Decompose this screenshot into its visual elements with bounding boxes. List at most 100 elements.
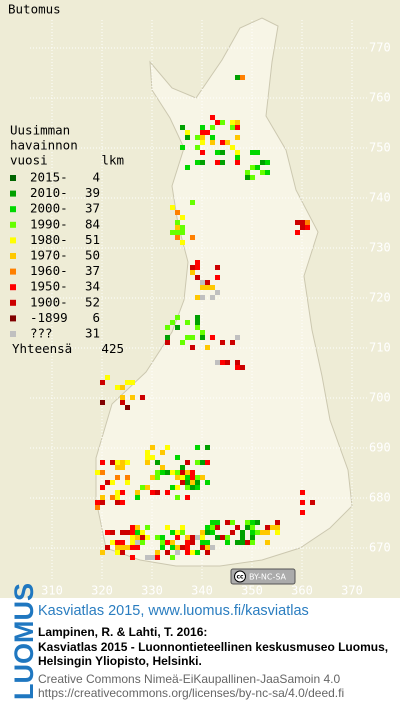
occurrence-square [130, 530, 135, 535]
occurrence-square [100, 470, 105, 475]
legend-swatch [10, 206, 16, 213]
occurrence-square [265, 540, 270, 545]
legend: Uusimman havainnon vuosi lkm 2015- 4 2010-… [10, 123, 124, 356]
occurrence-square [180, 340, 185, 345]
footer-background [0, 598, 400, 702]
occurrence-square [130, 395, 135, 400]
occurrence-square [195, 475, 200, 480]
svg-text:cc: cc [236, 574, 244, 581]
occurrence-square [200, 130, 205, 135]
logo: LUOMUS [9, 583, 39, 700]
occurrence-square [165, 525, 170, 530]
occurrence-square [140, 485, 145, 490]
occurrence-square [120, 530, 125, 535]
occurrence-square [260, 530, 265, 535]
occurrence-square [255, 165, 260, 170]
legend-total-label: Yhteensä [12, 341, 72, 356]
occurrence-square [245, 525, 250, 530]
occurrence-square [195, 485, 200, 490]
occurrence-square [135, 535, 140, 540]
occurrence-square [105, 530, 110, 535]
y-axis-label: 760 [369, 91, 391, 105]
occurrence-square [170, 470, 175, 475]
occurrence-square [245, 540, 250, 545]
occurrence-square [200, 545, 205, 550]
occurrence-square [255, 150, 260, 155]
occurrence-square [235, 540, 240, 545]
legend-count: 39 [85, 185, 100, 200]
occurrence-square [210, 520, 215, 525]
occurrence-square [180, 470, 185, 475]
occurrence-square [235, 335, 240, 340]
occurrence-square [185, 320, 190, 325]
occurrence-square [215, 360, 220, 365]
occurrence-square [155, 490, 160, 495]
occurrence-square [215, 150, 220, 155]
occurrence-square [190, 270, 195, 275]
occurrence-square [120, 400, 125, 405]
occurrence-square [215, 275, 220, 280]
occurrence-square [200, 150, 205, 155]
occurrence-square [175, 530, 180, 535]
legend-label: 1980- [30, 232, 68, 247]
occurrence-square [170, 230, 175, 235]
occurrence-square [235, 365, 240, 370]
atlas-link: Kasviatlas 2015, www.luomus.fi/kasviatla… [38, 603, 309, 619]
occurrence-square [205, 280, 210, 285]
occurrence-square [205, 545, 210, 550]
y-axis-label: 670 [369, 541, 391, 555]
y-axis-label: 710 [369, 341, 391, 355]
occurrence-square [250, 520, 255, 525]
occurrence-square [115, 500, 120, 505]
occurrence-square [215, 120, 220, 125]
y-axis-label: 680 [369, 491, 391, 505]
occurrence-square [115, 460, 120, 465]
occurrence-square [145, 535, 150, 540]
occurrence-square [175, 325, 180, 330]
occurrence-square [195, 320, 200, 325]
occurrence-square [195, 480, 200, 485]
occurrence-square [175, 475, 180, 480]
occurrence-square [95, 470, 100, 475]
legend-total: 425 [101, 341, 124, 356]
occurrence-square [220, 140, 225, 145]
grid: 770 760 750 740 730 720 710 700 690 680 670 310 320 3… [30, 20, 391, 598]
occurrence-square [220, 120, 225, 125]
occurrence-square [250, 535, 255, 540]
occurrence-square [100, 400, 105, 405]
legend-swatch [10, 221, 16, 228]
occurrence-square [230, 340, 235, 345]
occurrence-square [220, 150, 225, 155]
y-axis-label: 720 [369, 291, 391, 305]
occurrence-square [250, 165, 255, 170]
occurrence-square [130, 380, 135, 385]
occurrence-square [295, 230, 300, 235]
occurrence-square [125, 545, 130, 550]
occurrence-square [195, 265, 200, 270]
x-axis-label: 340 [191, 584, 213, 598]
occurrence-square [205, 445, 210, 450]
occurrence-square [210, 125, 215, 130]
occurrence-square [230, 530, 235, 535]
legend-swatch [10, 253, 16, 259]
occurrence-square [165, 490, 170, 495]
license: https://creativecommons.org/licenses/by-… [38, 686, 344, 700]
occurrence-square [200, 475, 205, 480]
occurrence-square [105, 480, 110, 485]
x-axis-label: 320 [91, 584, 113, 598]
occurrence-square [210, 135, 215, 140]
legend-label: ??? [30, 326, 53, 341]
occurrence-square [210, 545, 215, 550]
occurrence-square [185, 335, 190, 340]
occurrence-square [190, 550, 195, 555]
occurrence-square [295, 220, 300, 225]
occurrence-square [200, 460, 205, 465]
occurrence-square [155, 550, 160, 555]
occurrence-square [245, 170, 250, 175]
occurrence-square [140, 540, 145, 545]
occurrence-square [115, 495, 120, 500]
occurrence-square [305, 225, 310, 230]
occurrence-square [160, 465, 165, 470]
occurrence-square [175, 210, 180, 215]
